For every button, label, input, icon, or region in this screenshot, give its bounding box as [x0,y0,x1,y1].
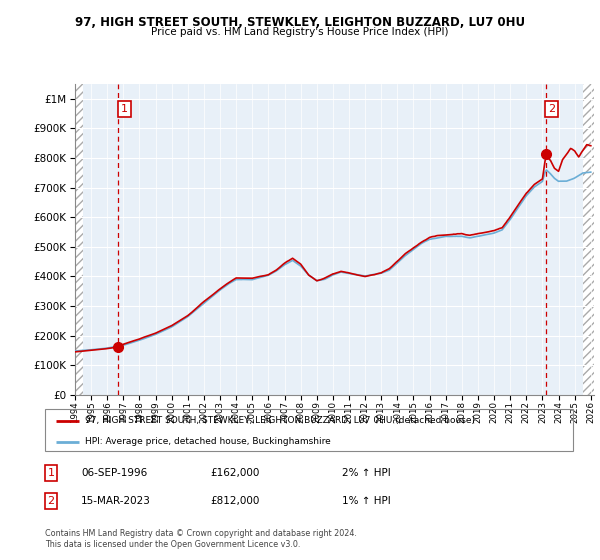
Text: 2% ↑ HPI: 2% ↑ HPI [342,468,391,478]
Text: 2: 2 [548,104,556,114]
Text: 2: 2 [47,496,55,506]
Text: Contains HM Land Registry data © Crown copyright and database right 2024.
This d: Contains HM Land Registry data © Crown c… [45,529,357,549]
Text: 15-MAR-2023: 15-MAR-2023 [81,496,151,506]
Text: 1% ↑ HPI: 1% ↑ HPI [342,496,391,506]
Text: Price paid vs. HM Land Registry's House Price Index (HPI): Price paid vs. HM Land Registry's House … [151,27,449,37]
Text: HPI: Average price, detached house, Buckinghamshire: HPI: Average price, detached house, Buck… [85,437,331,446]
Text: 06-SEP-1996: 06-SEP-1996 [81,468,147,478]
Text: 97, HIGH STREET SOUTH, STEWKLEY, LEIGHTON BUZZARD, LU7 0HU (detached house): 97, HIGH STREET SOUTH, STEWKLEY, LEIGHTO… [85,416,475,425]
Text: £812,000: £812,000 [210,496,259,506]
Text: 97, HIGH STREET SOUTH, STEWKLEY, LEIGHTON BUZZARD, LU7 0HU: 97, HIGH STREET SOUTH, STEWKLEY, LEIGHTO… [75,16,525,29]
Text: 1: 1 [47,468,55,478]
Text: 1: 1 [121,104,128,114]
Text: £162,000: £162,000 [210,468,259,478]
